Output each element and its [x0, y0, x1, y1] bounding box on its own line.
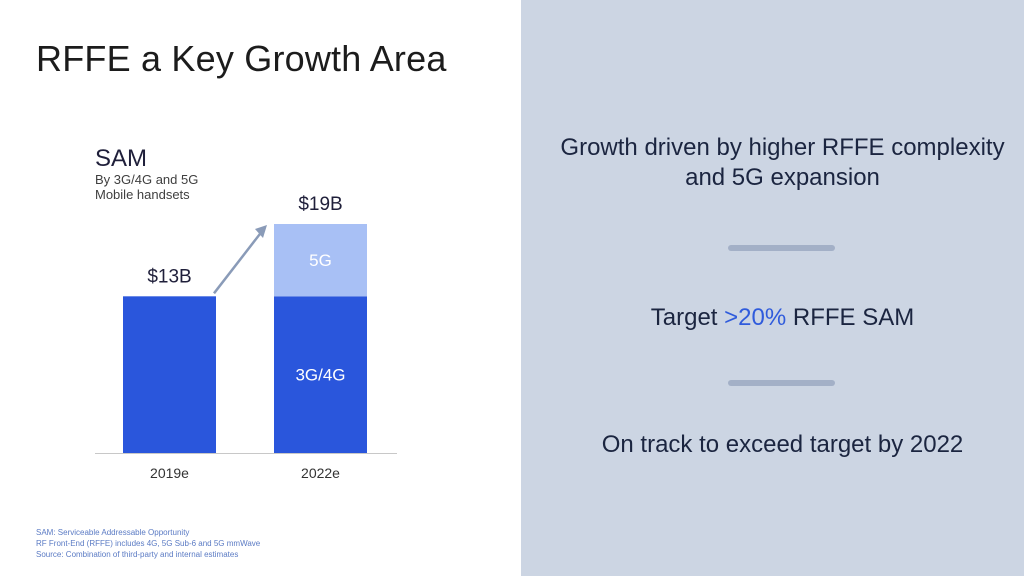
slide-title: RFFE a Key Growth Area	[36, 38, 447, 79]
growth-arrow-line	[213, 229, 264, 295]
bar-2022e-5g	[274, 224, 367, 297]
target-suffix: RFFE SAM	[786, 304, 915, 331]
key-points-panel: Growth driven by higher RFFE complexity …	[521, 0, 1024, 576]
x-tick-label-2019e: 2019e	[150, 465, 189, 481]
target-highlight: >20%	[724, 304, 787, 331]
footnotes: SAM: Serviceable Addressable Opportunity…	[36, 527, 260, 560]
footnote-source: Source: Combination of third-party and i…	[36, 550, 239, 559]
bar-2022e-3g-4g	[274, 296, 367, 453]
target-text: Target >20% RFFE SAM	[541, 303, 1024, 333]
growth-driver-text: Growth driven by higher RFFE complexity …	[560, 134, 1005, 191]
x-tick-label-2022e: 2022e	[301, 465, 340, 481]
target-prefix: Target	[650, 304, 725, 331]
chart-title: SAM	[95, 145, 148, 172]
segment-label-5g: 5G	[309, 251, 332, 270]
on-track-text: On track to exceed target by 2022	[601, 431, 964, 458]
growth-arrow-head	[255, 225, 267, 238]
total-label-2019e: $13B	[147, 266, 191, 287]
total-label-2022e: $19B	[298, 194, 342, 215]
segment-label-3g-4g: 3G/4G	[295, 366, 345, 385]
footnote-rffe: RF Front-End (RFFE) includes 4G, 5G Sub-…	[36, 539, 261, 548]
chart-plot: $13B 2019e 3G/4G 5G $19B 2022e	[95, 194, 397, 481]
footnote-sam: SAM: Serviceable Addressable Opportunity	[36, 528, 190, 537]
chart-subtitle: By 3G/4G and 5G Mobile handsets	[95, 172, 199, 202]
sam-chart: SAM By 3G/4G and 5G Mobile handsets $13B…	[95, 145, 397, 481]
divider-2	[728, 380, 835, 386]
bar-2019e-3g-4g	[123, 296, 216, 453]
divider-1	[728, 245, 835, 251]
